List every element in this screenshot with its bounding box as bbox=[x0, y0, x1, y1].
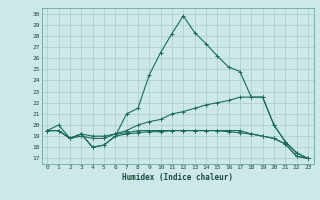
X-axis label: Humidex (Indice chaleur): Humidex (Indice chaleur) bbox=[122, 173, 233, 182]
